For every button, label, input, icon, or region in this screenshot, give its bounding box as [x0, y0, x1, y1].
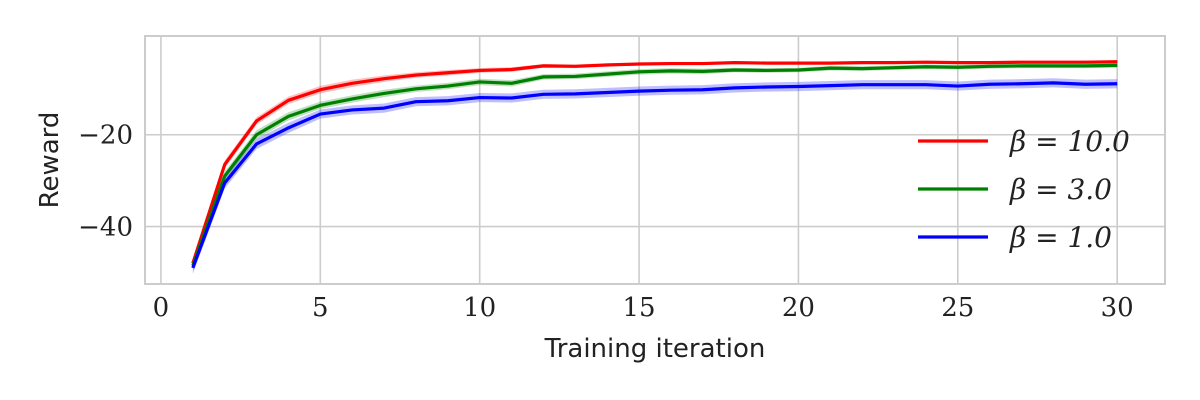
confidence-bands: [192, 60, 1118, 274]
x-tick-label: 20: [782, 293, 815, 323]
y-tick-label: −40: [78, 213, 133, 243]
legend-label: β = 1.0: [1009, 221, 1112, 254]
x-tick-label: 15: [623, 293, 656, 323]
x-tick-label: 5: [312, 293, 329, 323]
confidence-band: [192, 78, 1118, 274]
plot-frame: [144, 35, 1166, 285]
y-tick-labels: −20 −40: [78, 121, 133, 243]
x-tick-label: 10: [463, 293, 496, 323]
y-axis-label: Reward: [35, 112, 65, 209]
grid-lines: [145, 36, 1165, 284]
y-tick-label: −20: [78, 121, 133, 151]
legend-label: β = 3.0: [1009, 173, 1112, 206]
x-axis-label: Training iteration: [544, 334, 766, 364]
legend-label: β = 10.0: [1009, 125, 1130, 158]
x-tick-labels: 0 5 10 15 20 25 30: [153, 293, 1134, 323]
series-line: [191, 81, 1118, 269]
legend: β = 10.0 β = 3.0 β = 1.0: [918, 125, 1130, 254]
series-line: [191, 63, 1118, 267]
x-tick-label: 0: [153, 293, 170, 323]
series-lines: [191, 60, 1118, 269]
series-line: [191, 60, 1118, 264]
x-tick-label: 30: [1101, 293, 1134, 323]
x-tick-label: 25: [941, 293, 974, 323]
